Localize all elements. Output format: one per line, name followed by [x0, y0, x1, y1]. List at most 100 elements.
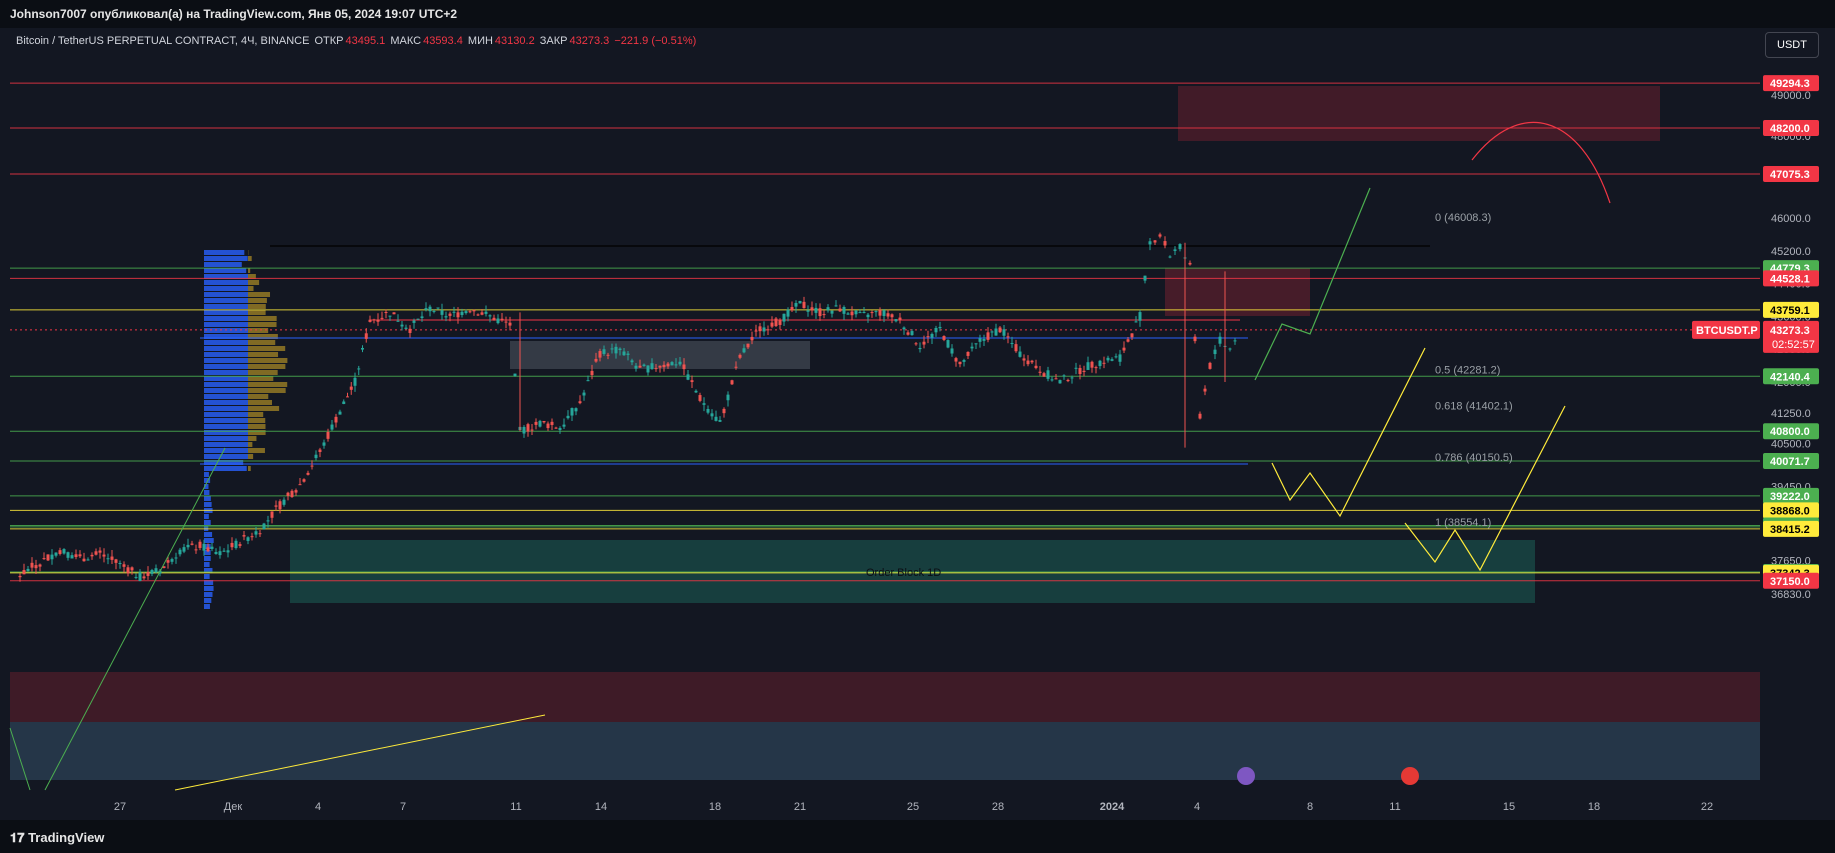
candle-body	[94, 551, 98, 555]
price-level-tag	[1763, 119, 1819, 136]
volume-bar	[204, 586, 214, 591]
candle-body	[18, 575, 22, 578]
candle-body	[610, 348, 614, 350]
candle-body	[392, 312, 396, 315]
candle-body	[930, 333, 934, 338]
volume-bar	[204, 430, 248, 435]
candle-body	[914, 343, 918, 345]
currency-button[interactable]: USDT	[1765, 32, 1819, 58]
candle-body	[1034, 365, 1038, 369]
price-level-value: 47075.3	[1770, 169, 1810, 181]
volume-bar	[204, 274, 248, 279]
demand-zone-blue	[10, 722, 1760, 780]
legend-low-label: МИН	[467, 35, 493, 47]
event-icon	[1237, 767, 1255, 785]
candle-body	[858, 312, 862, 314]
candle-body	[1102, 362, 1106, 364]
price-level-value: 38868.0	[1770, 505, 1810, 517]
candle-body	[802, 301, 806, 309]
volume-bar	[248, 256, 252, 261]
x-tick-label: 7	[400, 801, 406, 813]
candle-body	[1082, 370, 1086, 372]
candle-body	[346, 396, 349, 398]
price-level-value: 44528.1	[1770, 273, 1810, 285]
volume-bar	[204, 358, 248, 363]
candle-body	[798, 301, 802, 304]
candle-body	[456, 312, 460, 318]
price-level-tag	[1763, 166, 1819, 183]
symbol-tag-label: BTCUSDT.P	[1696, 325, 1758, 337]
candle-body	[666, 363, 670, 367]
candle-body	[190, 543, 194, 545]
volume-bar	[204, 310, 248, 315]
x-tick-label: Дек	[224, 801, 243, 813]
candle-body	[782, 313, 786, 322]
price-axis[interactable]: 49000.048000.046000.045200.044400.043600…	[1692, 28, 1835, 820]
volume-bar	[204, 406, 248, 411]
price-level-tag	[1763, 270, 1819, 287]
candle-body	[658, 365, 662, 368]
candle-body	[646, 365, 650, 373]
price-level-tag	[1763, 453, 1819, 470]
candle-body	[174, 557, 178, 559]
price-level-value: 37150.0	[1770, 576, 1810, 588]
candle-body	[698, 395, 702, 401]
candle-body	[642, 364, 646, 366]
candle-body	[766, 329, 770, 331]
candle-body	[926, 336, 930, 338]
tradingview-logo[interactable]: 𝟏𝟕 TradingView	[10, 830, 104, 846]
candle-body	[50, 554, 54, 560]
candle-body	[974, 343, 978, 345]
scenario-yellow-arrow	[1271, 347, 1426, 518]
x-tick-label: 25	[907, 801, 919, 813]
price-chart[interactable]: 0 (46008.3) 0.5 (42281.2) 0.618 (41402.1) 0…	[0, 28, 1835, 820]
candle-body	[58, 550, 62, 554]
candle-body	[730, 380, 734, 385]
candle-body	[674, 364, 678, 366]
candle-body	[1203, 388, 1207, 392]
legend-open: 43495.1	[345, 35, 386, 47]
candle-body	[122, 564, 126, 567]
zones-layer	[10, 86, 1760, 780]
candle-body	[1086, 362, 1090, 370]
volume-bar	[204, 322, 248, 327]
volume-bar	[204, 436, 248, 441]
x-tick-label: 4	[1194, 801, 1200, 813]
volume-bar	[204, 382, 248, 387]
candle-body	[178, 549, 182, 555]
candle-body	[994, 328, 998, 336]
x-tick-label: 27	[114, 801, 126, 813]
candle-body	[306, 472, 310, 475]
candle-body	[74, 554, 78, 558]
volume-bar	[204, 580, 214, 585]
candle-body	[436, 307, 440, 309]
candle-body	[570, 408, 574, 416]
candle-body	[440, 310, 444, 315]
candle-body	[662, 364, 666, 368]
candle-body	[222, 550, 226, 552]
candle-body	[226, 550, 230, 553]
candle-body	[546, 423, 550, 429]
candle-body	[432, 310, 436, 312]
candle-body	[690, 380, 694, 383]
candle-body	[894, 319, 898, 322]
volume-bar	[248, 376, 274, 381]
volume-bar	[204, 340, 248, 345]
volume-bar	[204, 544, 211, 549]
x-tick-label: 11	[1389, 801, 1400, 813]
x-tick-label: 14	[595, 801, 607, 813]
candle-body	[1078, 367, 1082, 374]
time-axis[interactable]: 27 Дек 4 7 11 14 18 21 25 28 2024 4 8 11 15 18 22	[114, 801, 1713, 813]
candle-body	[582, 392, 586, 396]
candle-body	[746, 343, 750, 348]
candle-body	[990, 331, 994, 333]
x-tick-label: 21	[794, 801, 806, 813]
candle-body	[424, 308, 428, 310]
volume-bar	[204, 418, 248, 423]
candle-body	[534, 421, 538, 425]
volume-bar	[248, 358, 288, 363]
candle-body	[290, 490, 294, 498]
candle-body	[874, 311, 878, 313]
levels-layer: 0 (46008.3) 0.5 (42281.2) 0.618 (41402.1) 0…	[10, 82, 1760, 582]
candle-body	[710, 413, 714, 417]
